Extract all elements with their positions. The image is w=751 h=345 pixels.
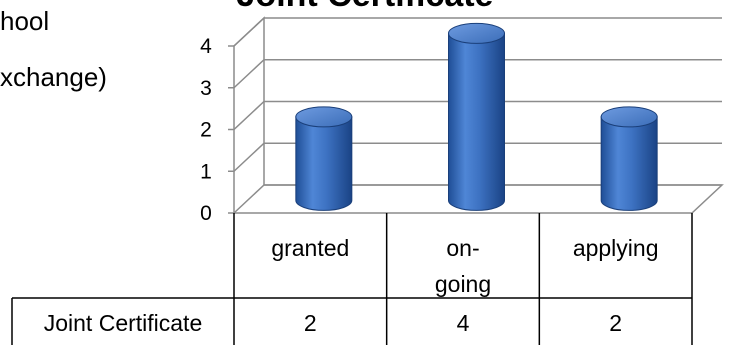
gridlines xyxy=(228,17,722,214)
bar xyxy=(448,22,505,211)
gridline xyxy=(233,184,722,214)
category-label: granted xyxy=(271,235,349,261)
bar xyxy=(295,106,353,211)
bar-cap xyxy=(600,106,658,128)
data-table: granted on-going applying Joint Certificate… xyxy=(11,213,693,345)
y-tick-label: 0 xyxy=(200,202,212,225)
bar-body xyxy=(448,32,505,211)
bar-body xyxy=(600,116,658,211)
y-tick-label: 3 xyxy=(200,77,212,100)
table-value: 2 xyxy=(304,310,317,336)
bar xyxy=(600,106,658,211)
gridline xyxy=(233,17,722,47)
gridline xyxy=(233,142,722,172)
category-label: applying xyxy=(573,235,659,261)
y-tick-label: 2 xyxy=(200,119,212,142)
background-text-line2: xchange) xyxy=(0,62,107,92)
background-text-line1: hool xyxy=(0,6,50,36)
category-label: on-going xyxy=(435,235,491,297)
table-value: 4 xyxy=(457,310,470,336)
bar-body xyxy=(295,116,353,211)
gridline xyxy=(233,100,722,131)
table-row-label: Joint Certificate xyxy=(44,310,203,336)
bar-cap xyxy=(295,106,353,128)
chart-title: Joint Certificate xyxy=(237,0,494,14)
table-value: 2 xyxy=(609,310,622,336)
y-axis-ticks: 0 1 2 3 4 xyxy=(200,35,212,225)
bar-cap xyxy=(448,22,505,44)
gridline xyxy=(233,59,722,89)
y-tick-label: 1 xyxy=(200,160,212,183)
bars xyxy=(295,22,658,211)
y-tick-label: 4 xyxy=(200,35,212,58)
